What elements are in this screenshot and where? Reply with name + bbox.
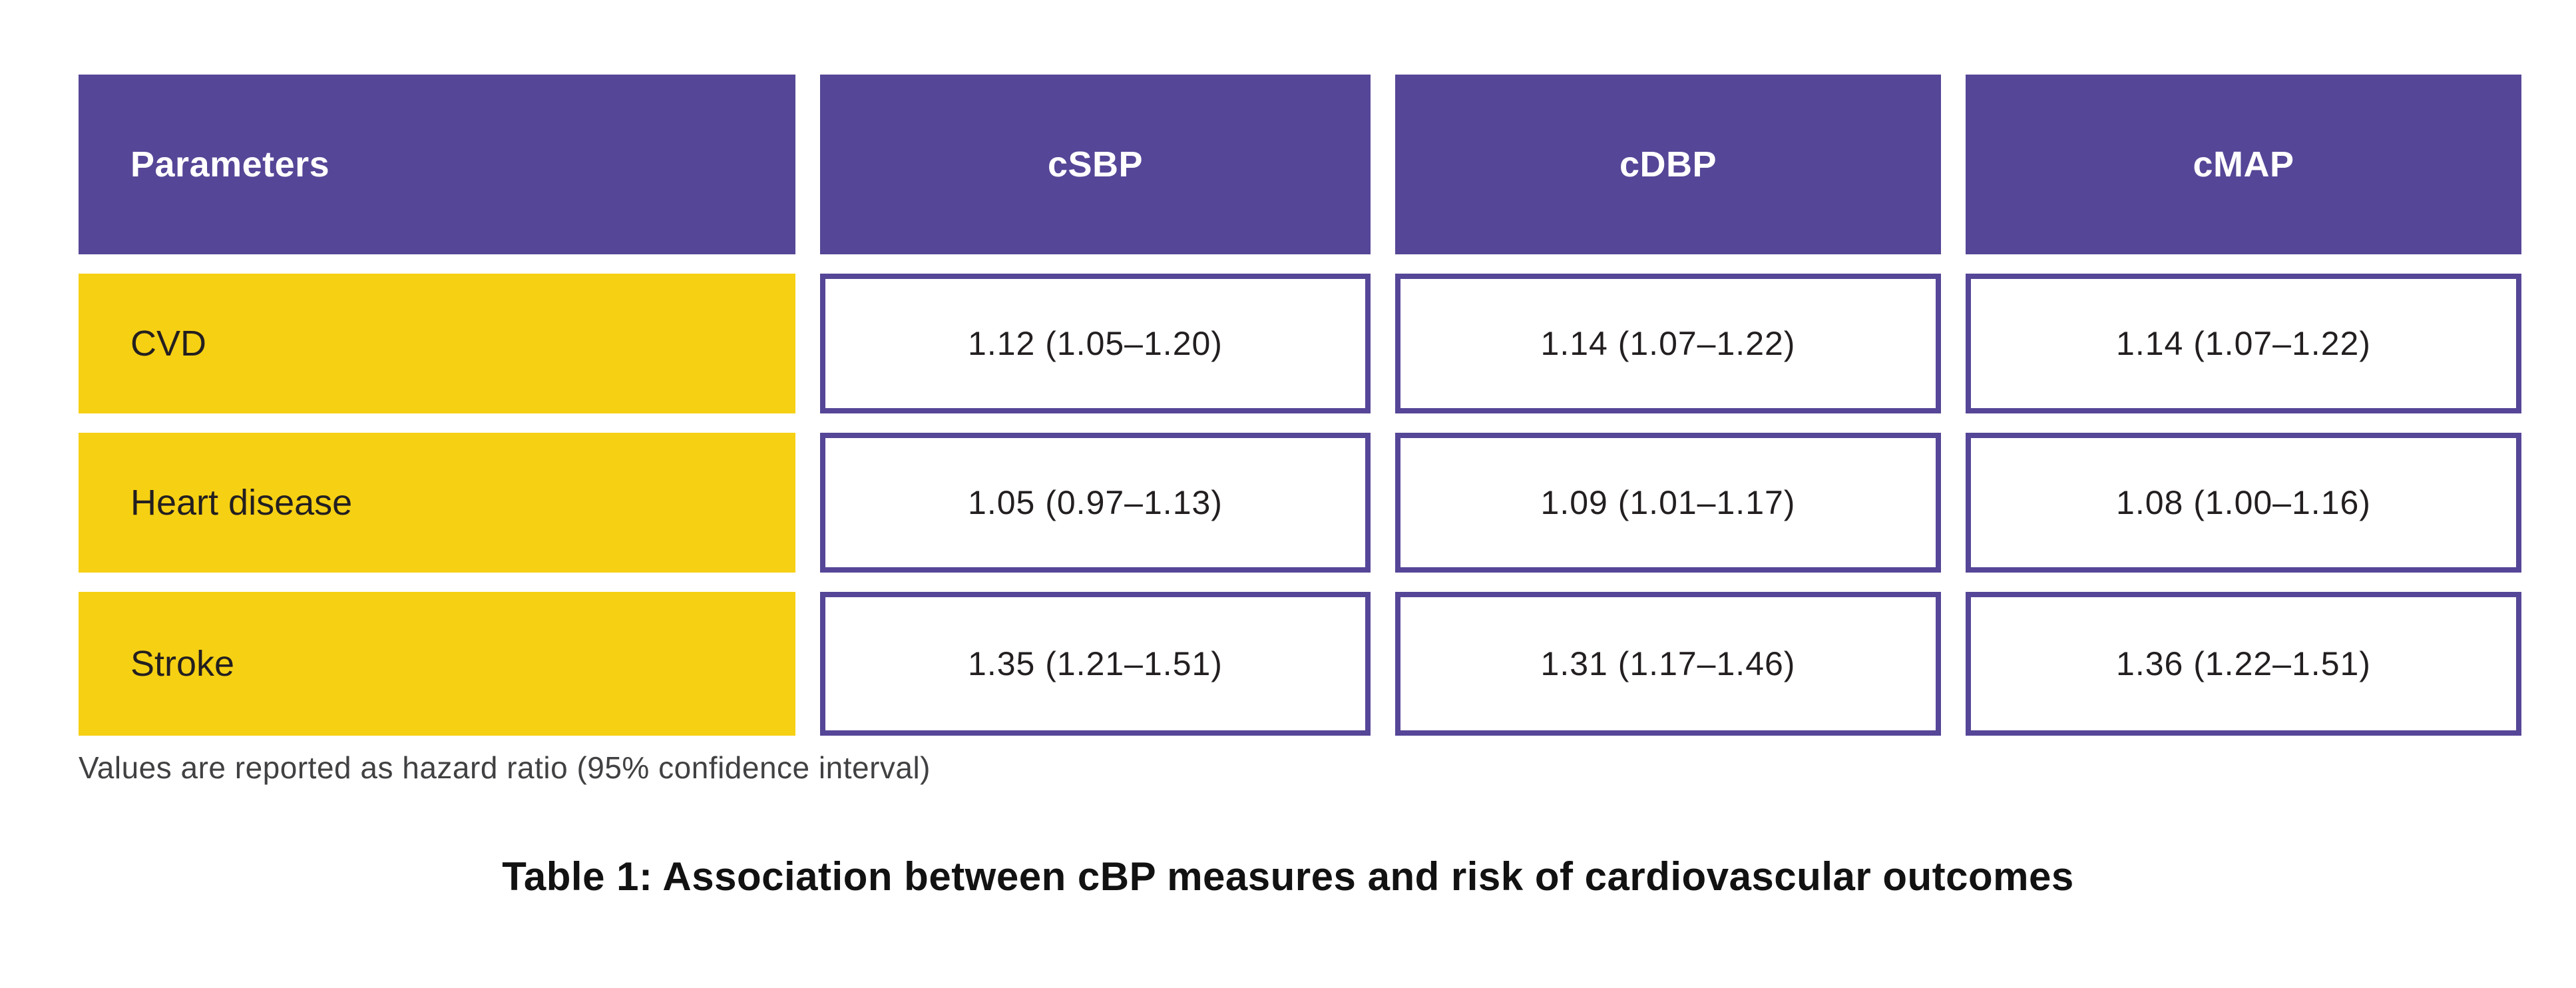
cell-stroke-cmap: 1.36 (1.22–1.51) <box>1966 592 2521 736</box>
column-header-cdbp: cDBP <box>1395 75 1941 254</box>
cell-cvd-csbp: 1.12 (1.05–1.20) <box>820 274 1371 413</box>
table-footnote: Values are reported as hazard ratio (95%… <box>79 750 931 785</box>
row-label-stroke: Stroke <box>79 592 795 736</box>
cell-stroke-cdbp: 1.31 (1.17–1.46) <box>1395 592 1941 736</box>
column-header-cmap: cMAP <box>1966 75 2521 254</box>
row-label-heart-disease: Heart disease <box>79 433 795 573</box>
column-header-csbp: cSBP <box>820 75 1371 254</box>
cell-cvd-cmap: 1.14 (1.07–1.22) <box>1966 274 2521 413</box>
table-caption: Table 1: Association between cBP measure… <box>502 854 2074 899</box>
column-header-parameters: Parameters <box>79 75 795 254</box>
cell-heart-disease-cdbp: 1.09 (1.01–1.17) <box>1395 433 1941 573</box>
cell-heart-disease-cmap: 1.08 (1.00–1.16) <box>1966 433 2521 573</box>
cell-heart-disease-csbp: 1.05 (0.97–1.13) <box>820 433 1371 573</box>
cell-stroke-csbp: 1.35 (1.21–1.51) <box>820 592 1371 736</box>
row-label-cvd: CVD <box>79 274 795 413</box>
cbp-outcomes-table: Parameters cSBP cDBP cMAP CVD 1.12 (1.05… <box>79 75 2521 736</box>
cell-cvd-cdbp: 1.14 (1.07–1.22) <box>1395 274 1941 413</box>
